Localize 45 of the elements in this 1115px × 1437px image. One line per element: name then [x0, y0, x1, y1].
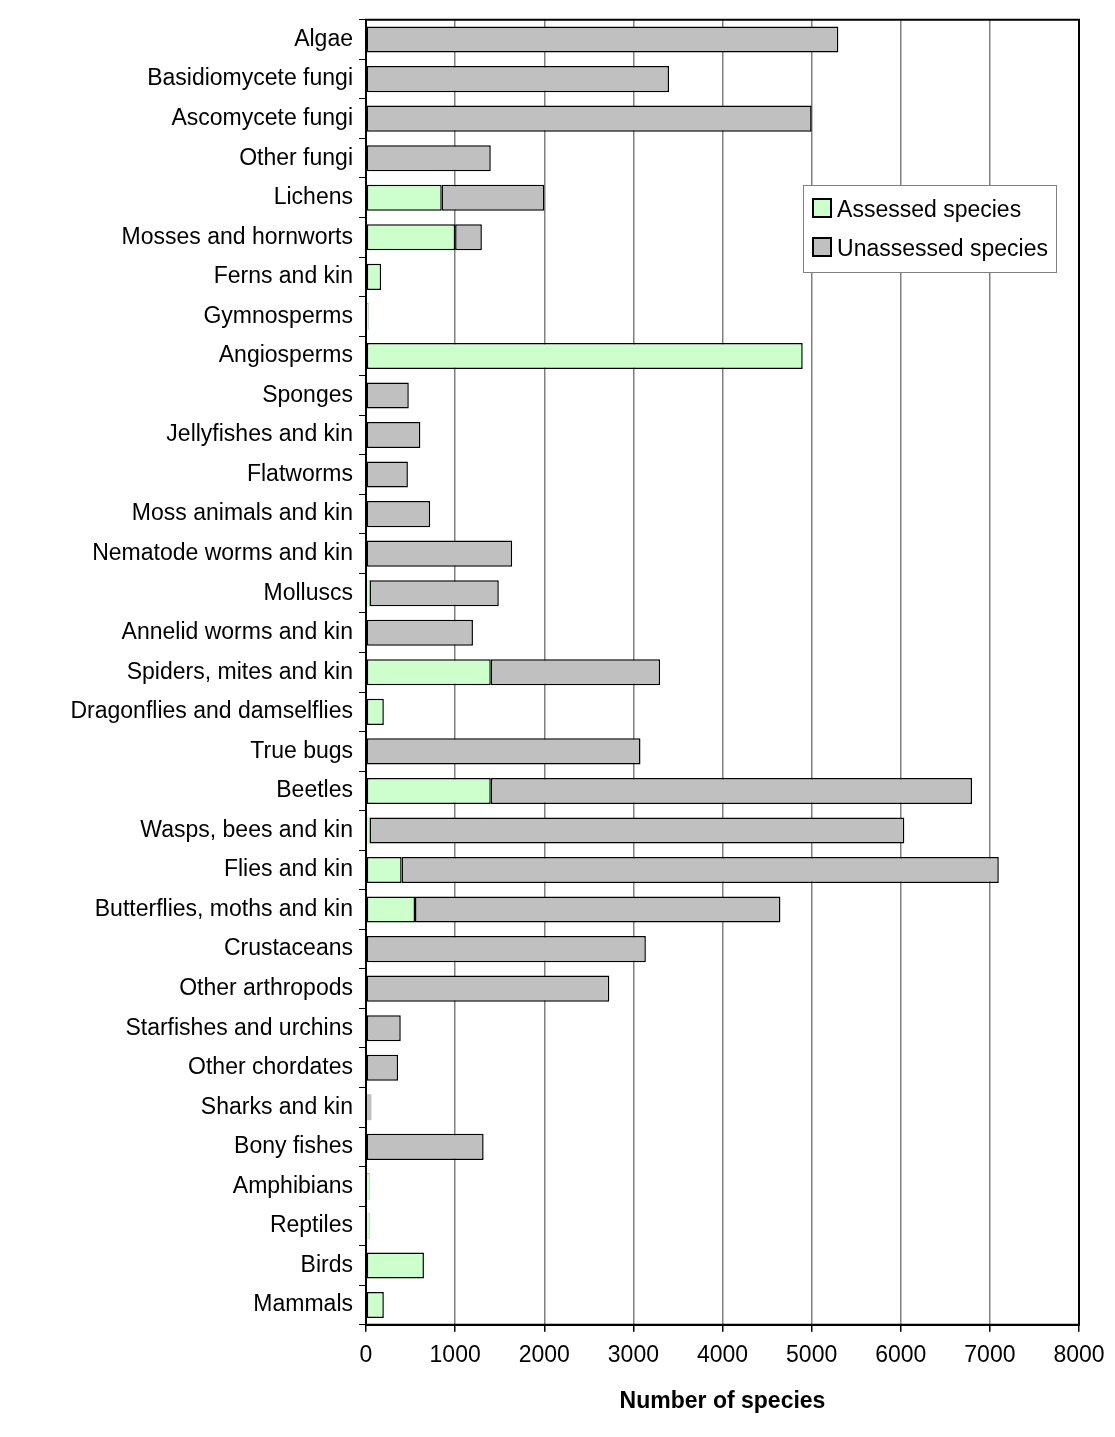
y-tick-label: Ferns and kin [213, 262, 353, 289]
y-tick-label: Basidiomycete fungi [147, 64, 353, 91]
y-tick-label: Wasps, bees and kin [140, 815, 353, 842]
y-tick-label: Flatworms [246, 459, 353, 486]
y-tick-label: Moss animals and kin [131, 499, 353, 526]
y-tick-label: Angiosperms [218, 341, 353, 368]
legend-label: Assessed species [836, 194, 1023, 224]
y-tick-label: True bugs [250, 736, 353, 763]
y-tick-label: Dragonflies and damselflies [70, 697, 353, 724]
y-tick-label: Amphibians [232, 1171, 353, 1198]
legend-label: Unassessed species [836, 233, 1048, 263]
x-tick-label: 4000 [696, 1340, 749, 1367]
y-tick-label: Annelid worms and kin [121, 618, 353, 645]
y-tick-label: Mosses and hornworts [121, 222, 353, 249]
y-tick-label: Other fungi [239, 143, 353, 170]
y-tick-label: Other chordates [188, 1053, 353, 1080]
y-tick-label: Sponges [262, 380, 353, 407]
y-tick-label: Flies and kin [223, 855, 353, 882]
y-tick-label: Lichens [273, 183, 353, 210]
x-tick-label: 2000 [518, 1340, 570, 1367]
y-tick-label: Nematode worms and kin [92, 539, 353, 566]
x-tick-label: 1000 [429, 1340, 481, 1367]
y-tick-label: Jellyfishes and kin [166, 420, 353, 447]
y-tick-label: Crustaceans [223, 934, 353, 961]
x-tick-label: 0 [359, 1340, 373, 1367]
y-tick-label: Butterflies, moths and kin [94, 894, 353, 921]
y-tick-label: Mammals [253, 1290, 353, 1317]
y-tick-label: Ascomycete fungi [171, 104, 353, 131]
y-tick-label: Sharks and kin [200, 1092, 353, 1119]
y-tick-label: Algae [294, 24, 353, 51]
x-tick-label: 8000 [1053, 1340, 1105, 1367]
x-tick-label: 7000 [964, 1340, 1016, 1367]
x-tick-label: 6000 [875, 1340, 927, 1367]
y-tick-label: Spiders, mites and kin [126, 657, 353, 684]
y-tick-label: Molluscs [263, 578, 353, 605]
x-tick-label: 3000 [607, 1340, 659, 1367]
y-tick-label: Gymnosperms [203, 301, 353, 328]
x-tick-label: 5000 [786, 1340, 838, 1367]
y-tick-label: Bony fishes [234, 1132, 353, 1159]
y-tick-label: Reptiles [269, 1211, 353, 1238]
y-tick-label: Starfishes and urchins [125, 1013, 353, 1040]
y-tick-label: Other arthropods [179, 974, 353, 1001]
y-tick-label: Beetles [276, 776, 353, 803]
y-tick-label: Birds [300, 1250, 353, 1277]
x-axis-title: Number of species [619, 1386, 826, 1413]
